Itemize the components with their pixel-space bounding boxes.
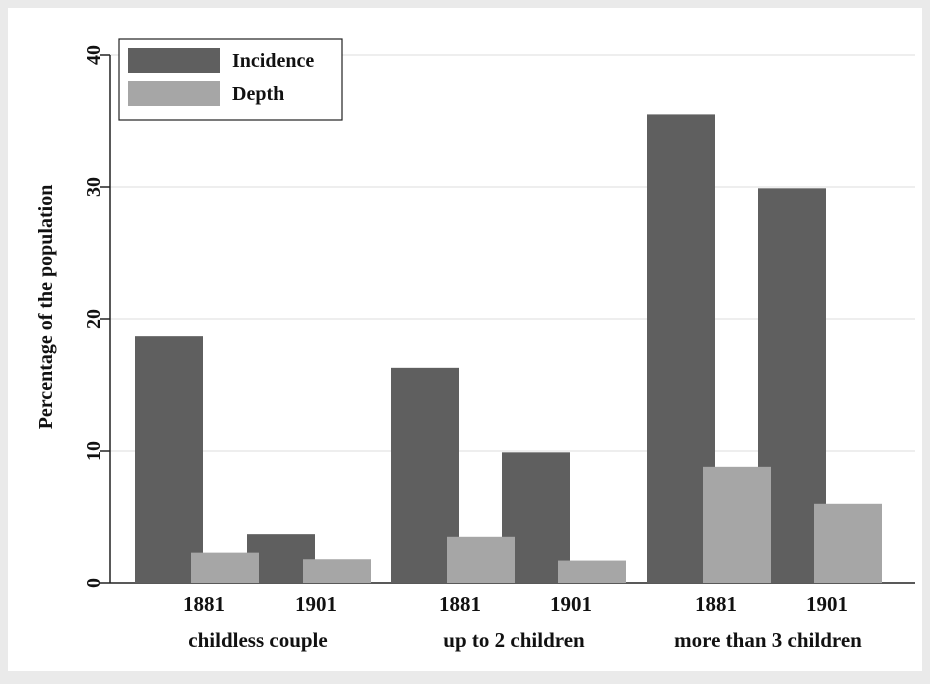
bars: [135, 114, 882, 584]
bar-depth: [703, 466, 771, 583]
y-tick-label: 0: [83, 578, 105, 588]
x-tick-label: 1881: [183, 592, 225, 616]
y-ticks: 0 10 20 30 40: [83, 45, 110, 588]
bar-depth: [191, 552, 259, 583]
x-tick-label: 1901: [295, 592, 337, 616]
bar-depth: [558, 560, 626, 583]
bar-depth: [303, 559, 371, 583]
x-tick-label: 1901: [806, 592, 848, 616]
x-tick-labels: 1881 1901 1881 1901 1881 1901: [183, 592, 848, 616]
group-label: up to 2 children: [443, 628, 585, 652]
legend-label: Incidence: [232, 50, 314, 72]
bar-incidence: [135, 336, 203, 583]
y-tick-label: 20: [83, 309, 105, 329]
group-label: childless couple: [188, 628, 327, 652]
y-tick-label: 40: [83, 45, 105, 65]
legend-label: Depth: [232, 83, 284, 105]
x-tick-label: 1881: [439, 592, 481, 616]
legend: Incidence Depth: [118, 38, 343, 121]
legend-swatch: [128, 81, 220, 106]
x-tick-label: 1881: [695, 592, 737, 616]
bar-depth: [447, 536, 515, 583]
y-tick-label: 10: [83, 441, 105, 461]
y-axis-label: Percentage of the population: [35, 185, 57, 430]
x-tick-label: 1901: [550, 592, 592, 616]
group-label: more than 3 children: [674, 628, 862, 652]
y-tick-label: 30: [83, 177, 105, 197]
group-labels: childless couple up to 2 children more tha…: [188, 628, 862, 652]
legend-swatch: [128, 48, 220, 73]
bar-depth: [814, 503, 882, 583]
